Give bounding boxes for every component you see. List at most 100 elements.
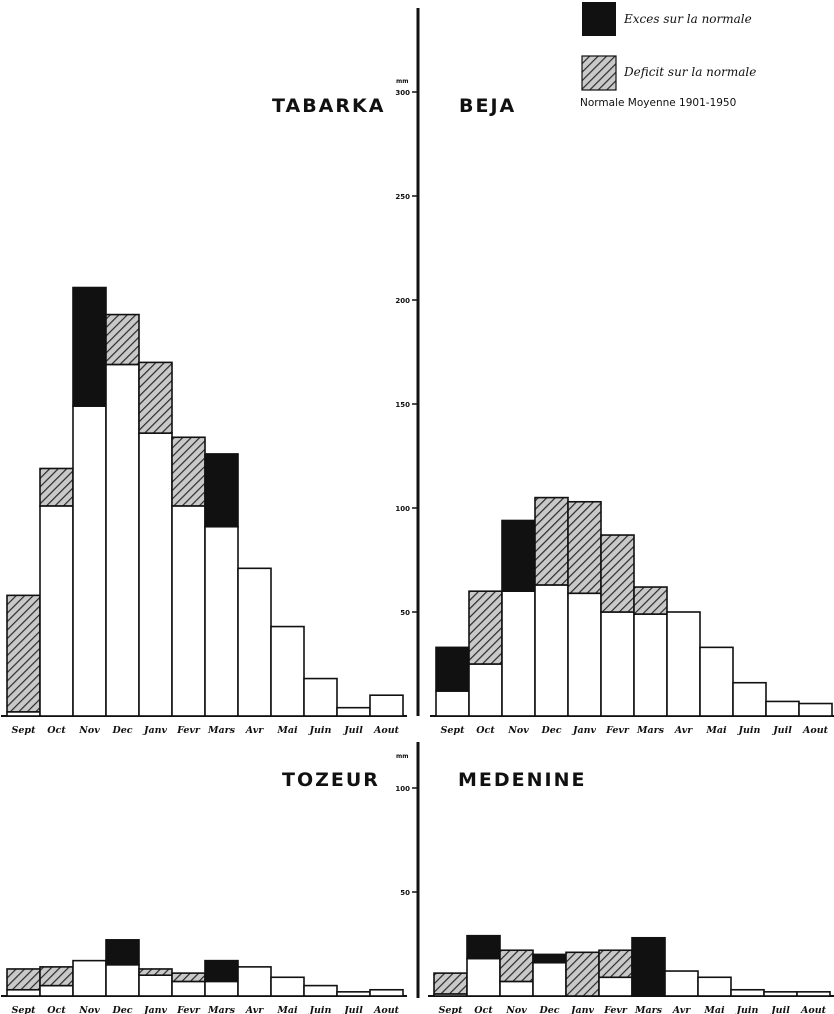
panel-tabarka: Sept Oct Nov Dec Janv Fevr Mars Avr Mai Juin Juil A… [1, 286, 407, 736]
tabarka-month-label: Janv [142, 725, 168, 736]
beja-month-label: Oct [476, 725, 495, 736]
beja-bar-normal-janv [567, 592, 602, 717]
beja-month-label: Avr [674, 725, 694, 736]
beja-bar-excess-nov [501, 519, 536, 592]
tozeur-bar-deficit-sept [6, 968, 41, 991]
medenine-bar-normal-mai [697, 976, 732, 997]
tabarka-bar-excess-nov [72, 286, 107, 407]
medenine-bar-normal-nov [499, 980, 534, 997]
tabarka-bar-normal-oct [39, 505, 74, 717]
beja-month-label: Aout [802, 725, 829, 736]
tabarka-month-label: Mai [276, 725, 298, 736]
tozeur-month-label: Sept [12, 1005, 37, 1014]
panel-beja: Sept Oct Nov Dec Janv Fevr Mars Avr Mai Juin Juil A… [430, 496, 834, 736]
tabarka-bar-normal-mars [204, 525, 239, 717]
top-axis-ticks: 50 100 150 200 250 300 [395, 89, 418, 617]
beja-month-label: Janv [571, 725, 597, 736]
tabarka-month-label: Juil [342, 725, 363, 736]
tabarka-bar-deficit-oct [39, 467, 74, 507]
tozeur-month-label: Juin [308, 1005, 332, 1014]
medenine-month-label: Fevr [603, 1005, 628, 1014]
beja-month-label: Mars [636, 725, 665, 736]
beja-month-label: Juil [771, 725, 792, 736]
tabarka-month-label: Juin [308, 725, 332, 736]
beja-bar-normal-juin [732, 681, 767, 717]
tozeur-bar-normal-juin [303, 984, 338, 997]
medenine-bar-excess-oct [466, 934, 501, 960]
tozeur-month-label: Dec [111, 1005, 132, 1014]
beja-bar-excess-sept [435, 646, 470, 692]
tozeur-month-label: Fevr [176, 1005, 201, 1014]
tabarka-month-label: Avr [245, 725, 265, 736]
beja-bar-deficit-fevr [600, 534, 635, 613]
beja-bar-deficit-janv [567, 500, 602, 595]
tabarka-bar-normal-mai [270, 625, 305, 717]
y-tick-label: 300 [395, 89, 410, 97]
bottom-axis-ticks: 50 100 [395, 785, 418, 897]
legend-normal-note: Normale Moyenne 1901-1950 [580, 97, 736, 109]
medenine-bar-deficit-fevr [598, 949, 633, 979]
medenine-month-label: Avr [672, 1005, 692, 1014]
beja-month-label: Mai [705, 725, 727, 736]
medenine-month-label: Juil [769, 1005, 790, 1014]
beja-month-label: Juin [737, 725, 761, 736]
y-tick-label: 150 [395, 401, 410, 409]
tabarka-bar-normal-fevr [171, 505, 206, 717]
legend-deficit-swatch [581, 55, 617, 91]
panel-medenine: Sept Oct Nov Dec Janv Fevr Mars Avr Mai Juin Juil A… [428, 934, 834, 1014]
y-tick-label: 50 [400, 889, 410, 897]
beja-month-label: Sept [441, 725, 466, 736]
tozeur-bar-normal-janv [138, 974, 173, 997]
medenine-month-label: Mai [703, 1005, 725, 1014]
tabarka-bar-normal-juin [303, 677, 338, 717]
medenine-month-label: Aout [800, 1005, 827, 1014]
beja-bar-normal-mai [699, 646, 734, 717]
beja-bar-normal-fevr [600, 611, 635, 717]
tabarka-bar-normal-juil [336, 706, 371, 717]
beja-bar-normal-nov [501, 590, 536, 717]
tozeur-bar-normal-dec [105, 963, 140, 997]
tozeur-bar-normal-avr [237, 966, 272, 997]
tabarka-month-label: Nov [78, 725, 100, 736]
tabarka-month-label: Aout [373, 725, 400, 736]
legend-excess-label: Exces sur la normale [623, 12, 752, 26]
beja-month-label: Nov [507, 725, 529, 736]
tabarka-bar-deficit-dec [105, 313, 140, 366]
medenine-bar-normal-juin [730, 988, 765, 997]
tabarka-month-label: Oct [47, 725, 66, 736]
tozeur-month-label: Oct [47, 1005, 66, 1014]
title-tozeur: TOZEUR [282, 769, 380, 791]
beja-bar-normal-mars [633, 613, 668, 717]
tabarka-month-label: Dec [111, 725, 132, 736]
beja-bar-deficit-dec [534, 496, 569, 586]
title-medenine: MEDENINE [458, 769, 587, 791]
beja-bar-normal-avr [666, 611, 701, 717]
y-tick-label: 250 [395, 193, 410, 201]
legend-deficit-label: Deficit sur la normale [623, 65, 756, 79]
tozeur-bar-normal-oct [39, 984, 74, 997]
medenine-month-label: Dec [538, 1005, 559, 1014]
tozeur-bar-normal-aout [369, 988, 404, 997]
medenine-bar-deficit-nov [499, 949, 534, 983]
tabarka-bar-normal-avr [237, 567, 272, 717]
tabarka-month-label: Fevr [176, 725, 201, 736]
tozeur-month-label: Mai [276, 1005, 298, 1014]
tozeur-month-label: Juil [342, 1005, 363, 1014]
tabarka-bar-normal-nov [72, 405, 107, 717]
beja-month-label: Fevr [605, 725, 630, 736]
medenine-month-label: Nov [505, 1005, 527, 1014]
tabarka-bar-deficit-janv [138, 361, 173, 434]
tozeur-bar-deficit-janv [138, 968, 173, 977]
tozeur-bar-deficit-oct [39, 966, 74, 987]
legend: Exces sur la normale Deficit sur la norm… [580, 2, 756, 109]
bottom-unit-label: mm [396, 753, 409, 760]
beja-bar-deficit-oct [468, 590, 503, 665]
medenine-bar-normal-oct [466, 957, 501, 997]
title-beja: BEJA [459, 95, 516, 117]
tabarka-bar-deficit-fevr [171, 436, 206, 507]
medenine-month-label: Mars [634, 1005, 663, 1014]
beja-bar-deficit-mars [633, 586, 668, 615]
medenine-bar-normal-avr [664, 970, 699, 997]
tabarka-bar-normal-aout [369, 694, 404, 717]
